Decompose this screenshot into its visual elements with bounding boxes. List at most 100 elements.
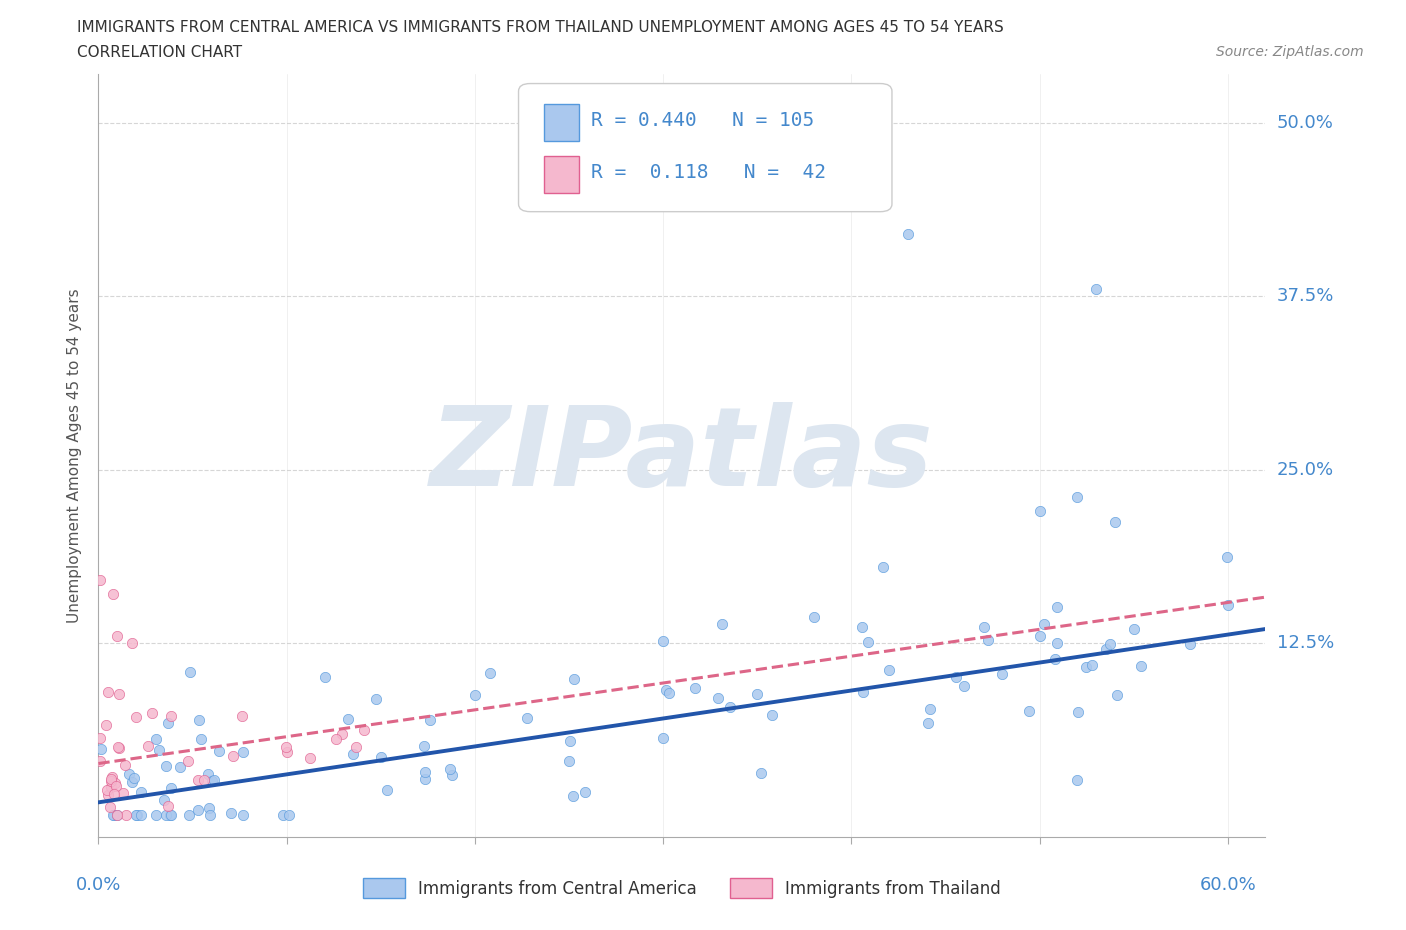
Point: [1107, 688, 1129, 703]
Text: R =  0.118   N =  42: R = 0.118 N = 42: [591, 163, 825, 181]
Point: [190, 732, 212, 747]
Point: [124, 770, 146, 785]
Point: [652, 730, 675, 745]
Point: [977, 632, 1000, 647]
Point: [105, 807, 128, 822]
Point: [187, 803, 209, 817]
Point: [160, 709, 183, 724]
Point: [1081, 658, 1104, 672]
Point: [1066, 490, 1088, 505]
Point: [103, 787, 125, 802]
Point: [718, 699, 741, 714]
Point: [104, 778, 127, 793]
Point: [683, 680, 706, 695]
Point: [1122, 621, 1144, 636]
Point: [100, 779, 122, 794]
Point: [193, 773, 215, 788]
Point: [1028, 629, 1050, 644]
Text: ZIPatlas: ZIPatlas: [430, 402, 934, 510]
Point: [141, 706, 163, 721]
Point: [711, 617, 734, 631]
Text: Source: ZipAtlas.com: Source: ZipAtlas.com: [1216, 45, 1364, 59]
Point: [1067, 705, 1090, 720]
Point: [1216, 550, 1239, 565]
Point: [278, 807, 301, 822]
Point: [298, 751, 321, 765]
Point: [1098, 637, 1121, 652]
Point: [98, 799, 121, 814]
Point: [464, 687, 486, 702]
Point: [276, 739, 298, 754]
Point: [231, 709, 253, 724]
Point: [353, 723, 375, 737]
Point: [342, 747, 364, 762]
Point: [179, 807, 201, 822]
Text: CORRELATION CHART: CORRELATION CHART: [77, 45, 242, 60]
Point: [187, 773, 209, 788]
Point: [872, 560, 894, 575]
Point: [101, 770, 124, 785]
Point: [155, 807, 177, 822]
Point: [370, 750, 392, 764]
Point: [101, 807, 124, 822]
Point: [114, 757, 136, 772]
Point: [105, 629, 128, 644]
Text: 25.0%: 25.0%: [1277, 460, 1334, 479]
Point: [413, 738, 436, 753]
Point: [655, 683, 678, 698]
Point: [97, 684, 120, 699]
Point: [90, 742, 112, 757]
Point: [1028, 504, 1050, 519]
Point: [96, 782, 118, 797]
Point: [232, 807, 254, 822]
Point: [145, 807, 167, 822]
Point: [877, 662, 900, 677]
Point: [945, 670, 967, 684]
FancyBboxPatch shape: [544, 156, 579, 193]
Text: R = 0.440   N = 105: R = 0.440 N = 105: [591, 111, 814, 129]
Point: [198, 807, 221, 822]
Point: [761, 708, 783, 723]
Point: [107, 739, 129, 754]
Legend: Immigrants from Central America, Immigrants from Thailand: Immigrants from Central America, Immigra…: [356, 871, 1008, 905]
Point: [159, 807, 181, 822]
Text: 0.0%: 0.0%: [76, 876, 121, 894]
Point: [1074, 659, 1097, 674]
Point: [314, 670, 336, 684]
Point: [332, 726, 354, 741]
Point: [1066, 773, 1088, 788]
Text: 50.0%: 50.0%: [1277, 114, 1333, 132]
Point: [749, 766, 772, 781]
Point: [325, 732, 347, 747]
Point: [202, 773, 225, 788]
Point: [100, 774, 122, 789]
Point: [561, 789, 583, 804]
Point: [197, 766, 219, 781]
Point: [103, 807, 125, 822]
Text: IMMIGRANTS FROM CENTRAL AMERICA VS IMMIGRANTS FROM THAILAND UNEMPLOYMENT AMONG A: IMMIGRANTS FROM CENTRAL AMERICA VS IMMIG…: [77, 20, 1004, 35]
Point: [105, 807, 128, 822]
Point: [1018, 704, 1040, 719]
Point: [148, 743, 170, 758]
Point: [337, 711, 360, 726]
Point: [1046, 600, 1069, 615]
Point: [89, 753, 111, 768]
Point: [516, 711, 538, 725]
Point: [97, 788, 120, 803]
Point: [747, 686, 769, 701]
Point: [112, 785, 135, 800]
Point: [917, 715, 939, 730]
Point: [440, 767, 463, 782]
Point: [179, 665, 201, 680]
Point: [153, 792, 176, 807]
Point: [1046, 635, 1069, 650]
Point: [562, 671, 585, 686]
Point: [271, 807, 294, 822]
Point: [413, 771, 436, 786]
Point: [121, 635, 143, 650]
Point: [232, 745, 254, 760]
Text: 37.5%: 37.5%: [1277, 287, 1334, 305]
Point: [136, 738, 159, 753]
Point: [852, 684, 875, 699]
Point: [344, 739, 367, 754]
